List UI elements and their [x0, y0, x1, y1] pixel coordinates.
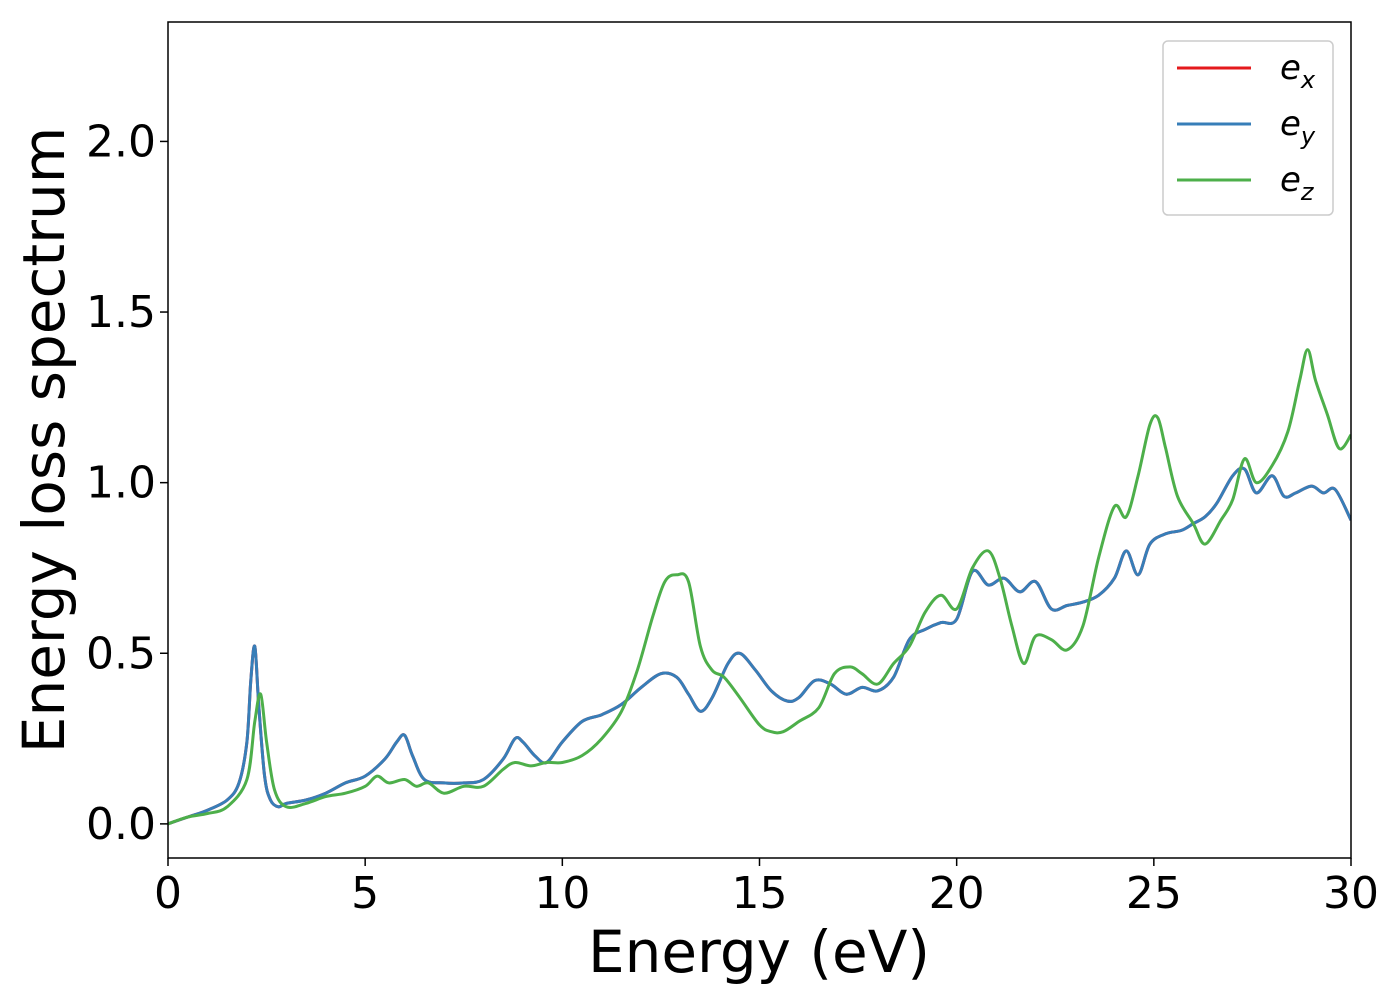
x-tick-label: 15 [732, 868, 788, 919]
legend-label-ex: ex [1280, 48, 1316, 94]
legend: ex ey ez [1162, 40, 1334, 216]
y-tick-label: 1.0 [86, 458, 156, 509]
y-tick-label: 2.0 [86, 116, 156, 167]
series-layer [168, 348, 1351, 826]
y-axis: 0.0 0.5 1.0 1.5 2.0 [86, 116, 168, 850]
series-line-ez [168, 348, 1351, 826]
x-tick-label: 25 [1126, 868, 1182, 919]
x-tick-label: 0 [154, 868, 182, 919]
legend-label-ey: ey [1280, 104, 1316, 150]
legend-box [1162, 40, 1334, 216]
x-tick-label: 30 [1323, 868, 1379, 919]
x-axis: 0 5 10 15 20 25 30 [154, 858, 1379, 919]
x-tick-label: 20 [929, 868, 985, 919]
x-axis-title: Energy (eV) [588, 918, 930, 986]
y-tick-label: 1.5 [86, 287, 156, 338]
legend-label-ez: ez [1280, 160, 1315, 206]
y-tick-label: 0.5 [86, 628, 156, 679]
x-tick-label: 5 [351, 868, 379, 919]
y-axis-title: Energy loss spectrum [10, 127, 78, 753]
x-tick-label: 10 [534, 868, 590, 919]
y-tick-label: 0.0 [86, 799, 156, 850]
series-line-ey [168, 466, 1351, 826]
plot-background [168, 22, 1351, 858]
